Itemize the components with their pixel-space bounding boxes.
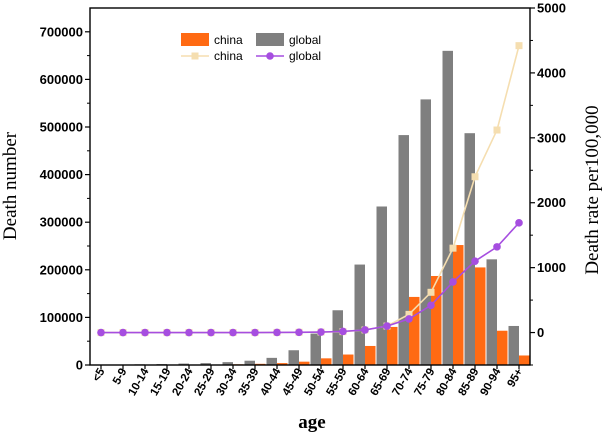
bar-china-50-54 <box>321 358 332 365</box>
point-global-25-29 <box>207 329 215 337</box>
bar-global-95+ <box>509 326 520 365</box>
bar-global-70-74 <box>399 135 410 365</box>
point-china-85-89 <box>472 173 479 180</box>
point-china-95+ <box>516 42 523 49</box>
bar-global-75-79 <box>421 99 432 365</box>
left-tick-label-700000: 700000 <box>40 24 83 39</box>
point-global-80-84 <box>449 278 457 286</box>
point-global-20-24 <box>185 329 193 337</box>
right-tick-label-2000: 2000 <box>537 195 566 210</box>
bar-global-40-44 <box>267 358 278 365</box>
right-tick-label-4000: 4000 <box>537 65 566 80</box>
bar-global-85-89 <box>465 133 476 365</box>
y-axis-left-title: Death number <box>0 131 21 240</box>
legend-label-bar-global: global <box>289 33 321 47</box>
bar-china-55-59 <box>343 355 354 365</box>
bar-global-90-94 <box>487 259 498 365</box>
point-china-75-79 <box>428 289 435 296</box>
point-global-50-54 <box>317 328 325 336</box>
bar-china-90-94 <box>497 331 508 365</box>
right-tick-label-3000: 3000 <box>537 130 566 145</box>
left-tick-label-100000: 100000 <box>40 310 83 325</box>
point-global-35-39 <box>251 329 259 337</box>
legend-swatch-bar-china <box>181 33 209 46</box>
bar-china-60-64 <box>365 346 376 365</box>
point-global-5-9 <box>119 329 127 337</box>
point-global-45-49 <box>295 329 303 337</box>
left-tick-label-200000: 200000 <box>40 262 83 277</box>
point-global-40-44 <box>273 329 281 337</box>
left-tick-label-0: 0 <box>76 358 83 373</box>
bar-china-85-89 <box>475 267 486 365</box>
legend-swatch-bar-global <box>256 33 284 46</box>
point-global-<5 <box>97 329 105 337</box>
bar-global-50-54 <box>311 334 322 365</box>
point-global-95+ <box>515 219 523 227</box>
left-tick-label-300000: 300000 <box>40 215 83 230</box>
right-tick-label-1000: 1000 <box>537 260 566 275</box>
bar-global-55-59 <box>333 310 344 365</box>
point-global-90-94 <box>493 243 501 251</box>
bar-global-80-84 <box>443 51 454 365</box>
bar-china-70-74 <box>409 297 420 365</box>
point-global-65-69 <box>383 322 391 330</box>
bar-china-65-69 <box>387 327 398 365</box>
legend-label-bar-china: china <box>214 33 243 47</box>
bar-global-45-49 <box>289 350 300 365</box>
point-global-15-19 <box>163 329 171 337</box>
point-global-75-79 <box>427 301 435 309</box>
legend-marker-china <box>192 53 199 60</box>
right-tick-label-0: 0 <box>537 325 544 340</box>
point-china-90-94 <box>494 127 501 134</box>
point-china-80-84 <box>450 245 457 252</box>
x-axis-title: age <box>298 412 325 433</box>
y-axis-right-title: Death rate per100,000 <box>582 105 603 274</box>
legend-marker-global <box>266 52 274 60</box>
left-tick-label-400000: 400000 <box>40 167 83 182</box>
right-tick-label-5000: 5000 <box>537 1 566 16</box>
bar-global-65-69 <box>377 206 388 365</box>
point-global-70-74 <box>405 315 413 323</box>
left-tick-label-500000: 500000 <box>40 120 83 135</box>
point-global-85-89 <box>471 257 479 265</box>
bar-china-80-84 <box>453 245 464 365</box>
bar-china-95+ <box>519 355 530 365</box>
point-global-10-14 <box>141 329 149 337</box>
point-global-60-64 <box>361 326 369 334</box>
point-global-55-59 <box>339 328 347 336</box>
legend-label-line-global: global <box>289 49 321 63</box>
point-global-30-34 <box>229 329 237 337</box>
bar-global-60-64 <box>355 265 366 365</box>
legend-label-line-china: china <box>214 49 243 63</box>
left-tick-label-600000: 600000 <box>40 72 83 87</box>
